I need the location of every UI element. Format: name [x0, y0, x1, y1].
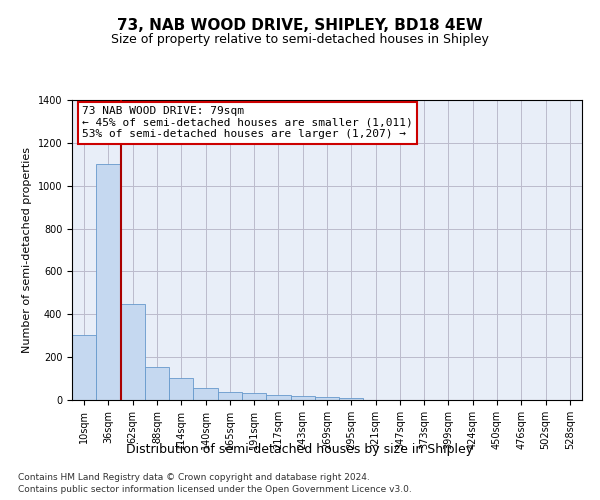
Bar: [242, 392, 266, 400]
Bar: [315, 397, 339, 400]
Text: Contains HM Land Registry data © Crown copyright and database right 2024.: Contains HM Land Registry data © Crown c…: [18, 472, 370, 482]
Bar: [121, 304, 145, 400]
Bar: [96, 164, 121, 400]
Bar: [72, 334, 96, 400]
Text: Distribution of semi-detached houses by size in Shipley: Distribution of semi-detached houses by …: [127, 442, 473, 456]
Bar: [290, 396, 315, 400]
Bar: [266, 396, 290, 400]
Text: 73 NAB WOOD DRIVE: 79sqm
← 45% of semi-detached houses are smaller (1,011)
53% o: 73 NAB WOOD DRIVE: 79sqm ← 45% of semi-d…: [82, 106, 413, 139]
Bar: [193, 388, 218, 400]
Text: Contains public sector information licensed under the Open Government Licence v3: Contains public sector information licen…: [18, 485, 412, 494]
Text: 73, NAB WOOD DRIVE, SHIPLEY, BD18 4EW: 73, NAB WOOD DRIVE, SHIPLEY, BD18 4EW: [117, 18, 483, 32]
Text: Size of property relative to semi-detached houses in Shipley: Size of property relative to semi-detach…: [111, 32, 489, 46]
Y-axis label: Number of semi-detached properties: Number of semi-detached properties: [22, 147, 32, 353]
Bar: [218, 392, 242, 400]
Bar: [339, 398, 364, 400]
Bar: [145, 367, 169, 400]
Bar: [169, 378, 193, 400]
